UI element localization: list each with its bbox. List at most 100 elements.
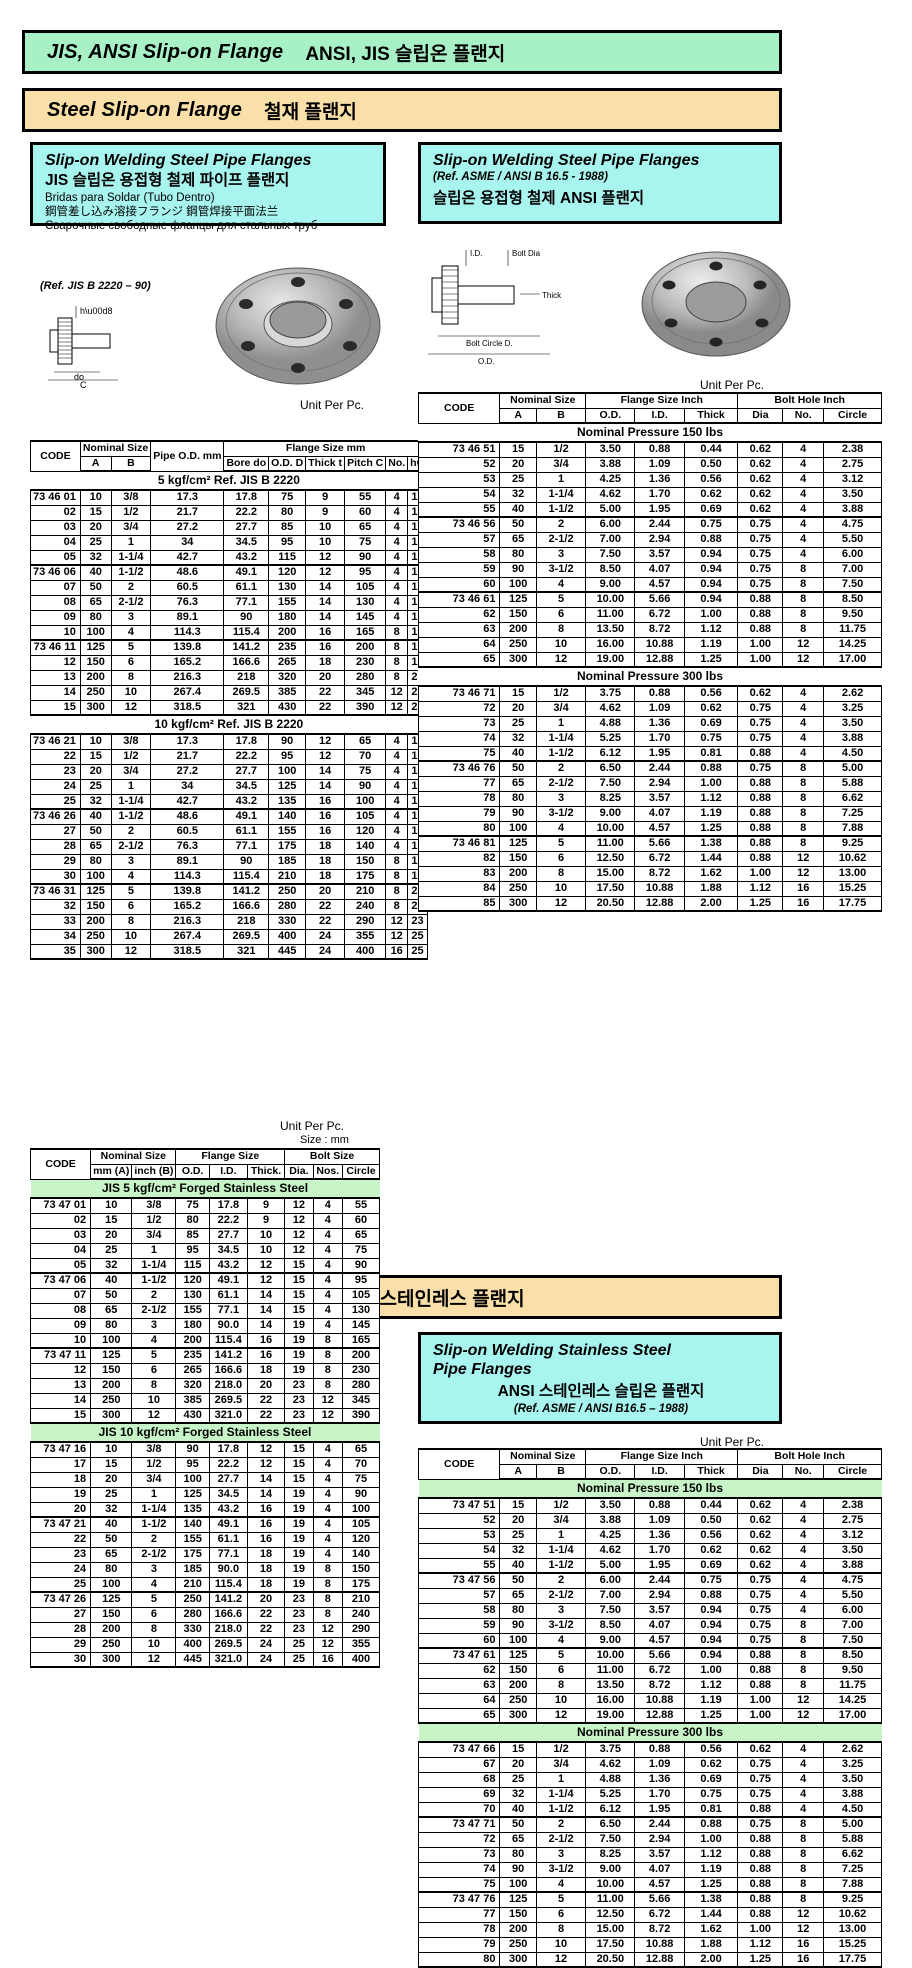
table-row[interactable]: 73 46 76 50 2 6.50 2.44 0.88 0.75 8 5.00	[417, 760, 882, 777]
table-row[interactable]: 75 100 4 10.00 4.57 1.25 0.88 8 7.88	[417, 1876, 882, 1893]
table-row[interactable]: 05 32 1-1/4 115 43.2 12 15 4 90	[29, 1257, 381, 1274]
table-row[interactable]: 33 200 8 216.3 218 330 22 290 12 23	[30, 913, 428, 930]
table-row[interactable]: 79 250 10 17.50 10.88 1.88 1.12 16 15.25	[417, 1936, 882, 1953]
table-row[interactable]: 13 200 8 320 218.0 20 23 8 280	[29, 1377, 381, 1394]
table-row[interactable]: 73 47 26 125 5 250 141.2 20 23 8 210	[29, 1591, 381, 1608]
table-row[interactable]: 03 20 3/4 85 27.7 10 12 4 65	[29, 1227, 381, 1244]
table-row[interactable]: 68 25 1 4.88 1.36 0.69 0.75 4 3.50	[417, 1771, 882, 1788]
table-row[interactable]: 73 47 16 10 3/8 90 17.8 12 15 4 65	[29, 1441, 381, 1458]
table-row[interactable]: 28 200 8 330 218.0 22 23 12 290	[29, 1621, 381, 1638]
table-row[interactable]: 78 80 3 8.25 3.57 1.12 0.88 8 6.62	[417, 790, 882, 807]
table-row[interactable]: 67 20 3/4 4.62 1.09 0.62 0.75 4 3.25	[417, 1756, 882, 1773]
table-row[interactable]: 59 90 3-1/2 8.50 4.07 0.94 0.75 8 7.00	[417, 561, 882, 578]
table-row[interactable]: 83 200 8 15.00 8.72 1.62 1.00 12 13.00	[417, 865, 882, 882]
table-row[interactable]: 73 47 51 15 1/2 3.50 0.88 0.44 0.62 4 2.38	[417, 1497, 882, 1514]
table-row[interactable]: 53 25 1 4.25 1.36 0.56 0.62 4 3.12	[417, 1527, 882, 1544]
table-row[interactable]: 73 47 61 125 5 10.00 5.66 0.94 0.88 8 8.50	[417, 1647, 882, 1664]
table-row[interactable]: 19 25 1 125 34.5 14 19 4 90	[29, 1486, 381, 1503]
table-row[interactable]: 12 150 6 265 166.6 18 19 8 230	[29, 1362, 381, 1379]
table-row[interactable]: 80 300 12 20.50 12.88 2.00 1.25 16 17.75	[417, 1951, 882, 1968]
table-row[interactable]: 73 46 61 125 5 10.00 5.66 0.94 0.88 8 8.50	[417, 591, 882, 608]
table-row[interactable]: 54 32 1-1/4 4.62 1.70 0.62 0.62 4 3.50	[417, 1542, 882, 1559]
table-row[interactable]: 23 65 2-1/2 175 77.1 18 19 4 140	[29, 1546, 381, 1563]
table-row[interactable]: 73 46 51 15 1/2 3.50 0.88 0.44 0.62 4 2.38	[417, 441, 882, 458]
table-row[interactable]: 07 50 2 130 61.1 14 15 4 105	[29, 1287, 381, 1304]
table-row[interactable]: 82 150 6 12.50 6.72 1.44 0.88 12 10.62	[417, 850, 882, 867]
table-row[interactable]: 14 250 10 385 269.5 22 23 12 345	[29, 1392, 381, 1409]
table-row[interactable]: 27 150 6 280 166.6 22 23 8 240	[29, 1606, 381, 1623]
table-row[interactable]: 09 80 3 180 90.0 14 19 4 145	[29, 1317, 381, 1334]
table-row[interactable]: 74 90 3-1/2 9.00 4.07 1.19 0.88 8 7.25	[417, 1861, 882, 1878]
table-row[interactable]: 60 100 4 9.00 4.57 0.94 0.75 8 7.50	[417, 576, 882, 593]
table-row[interactable]: 08 65 2-1/2 155 77.1 14 15 4 130	[29, 1302, 381, 1319]
table-row[interactable]: 65 300 12 19.00 12.88 1.25 1.00 12 17.00	[417, 651, 882, 668]
table-row[interactable]: 72 65 2-1/2 7.50 2.94 1.00 0.88 8 5.88	[417, 1831, 882, 1848]
table-row[interactable]: 73 47 21 40 1-1/2 140 49.1 16 19 4 105	[29, 1516, 381, 1533]
table-row[interactable]: 18 20 3/4 100 27.7 14 15 4 75	[29, 1471, 381, 1488]
table-row[interactable]: 15 300 12 430 321.0 22 23 12 390	[29, 1407, 381, 1424]
table-row[interactable]: 73 47 01 10 3/8 75 17.8 9 12 4 55	[29, 1197, 381, 1214]
table-row[interactable]: 53 25 1 4.25 1.36 0.56 0.62 4 3.12	[417, 471, 882, 488]
table-row[interactable]: 77 65 2-1/2 7.50 2.94 1.00 0.88 8 5.88	[417, 775, 882, 792]
table-row[interactable]: 30 300 12 445 321.0 24 25 16 400	[29, 1651, 381, 1668]
table-row[interactable]: 20 32 1-1/4 135 43.2 16 19 4 100	[29, 1501, 381, 1518]
table-row[interactable]: 60 100 4 9.00 4.57 0.94 0.75 8 7.50	[417, 1632, 882, 1649]
table-row[interactable]: 55 40 1-1/2 5.00 1.95 0.69 0.62 4 3.88	[417, 1557, 882, 1574]
table-row[interactable]: 62 150 6 11.00 6.72 1.00 0.88 8 9.50	[417, 606, 882, 623]
table-row[interactable]: 62 150 6 11.00 6.72 1.00 0.88 8 9.50	[417, 1662, 882, 1679]
table-row[interactable]: 64 250 10 16.00 10.88 1.19 1.00 12 14.25	[417, 636, 882, 653]
table-row[interactable]: 58 80 3 7.50 3.57 0.94 0.75 4 6.00	[417, 1602, 882, 1619]
table-row[interactable]: 75 40 1-1/2 6.12 1.95 0.81 0.88 4 4.50	[417, 745, 882, 762]
table-row[interactable]: 64 250 10 16.00 10.88 1.19 1.00 12 14.25	[417, 1692, 882, 1709]
table-row[interactable]: 24 80 3 185 90.0 18 19 8 150	[29, 1561, 381, 1578]
table-row[interactable]: 73 47 56 50 2 6.00 2.44 0.75 0.75 4 4.75	[417, 1572, 882, 1589]
table-row[interactable]: 52 20 3/4 3.88 1.09 0.50 0.62 4 2.75	[417, 456, 882, 473]
table-row[interactable]: 73 46 56 50 2 6.00 2.44 0.75 0.75 4 4.75	[417, 516, 882, 533]
table-row[interactable]: 73 25 1 4.88 1.36 0.69 0.75 4 3.50	[417, 715, 882, 732]
table-row[interactable]: 58 80 3 7.50 3.57 0.94 0.75 4 6.00	[417, 546, 882, 563]
table-row[interactable]: 79 90 3-1/2 9.00 4.07 1.19 0.88 8 7.25	[417, 805, 882, 822]
table-row[interactable]: 17 15 1/2 95 22.2 12 15 4 70	[29, 1456, 381, 1473]
table-row[interactable]: 10 100 4 200 115.4 16 19 8 165	[29, 1332, 381, 1349]
table-row[interactable]: 55 40 1-1/2 5.00 1.95 0.69 0.62 4 3.88	[417, 501, 882, 518]
table-row[interactable]: 59 90 3-1/2 8.50 4.07 0.94 0.75 8 7.00	[417, 1617, 882, 1634]
table-row[interactable]: 72 20 3/4 4.62 1.09 0.62 0.75 4 3.25	[417, 700, 882, 717]
table-row[interactable]: 63 200 8 13.50 8.72 1.12 0.88 8 11.75	[417, 621, 882, 638]
table-row[interactable]: 85 300 12 20.50 12.88 2.00 1.25 16 17.75	[417, 895, 882, 912]
table-row[interactable]: 73 47 11 125 5 235 141.2 16 19 8 200	[29, 1347, 381, 1364]
table-row[interactable]: 73 47 76 125 5 11.00 5.66 1.38 0.88 8 9.25	[417, 1891, 882, 1908]
table-row[interactable]: 04 25 1 95 34.5 10 12 4 75	[29, 1242, 381, 1259]
table-row[interactable]: 80 100 4 10.00 4.57 1.25 0.88 8 7.88	[417, 820, 882, 837]
table-row[interactable]: 34 250 10 267.4 269.5 400 24 355 12 25	[30, 928, 428, 945]
table-row[interactable]: 57 65 2-1/2 7.00 2.94 0.88 0.75 4 5.50	[417, 1587, 882, 1604]
table-row[interactable]: 73 47 71 50 2 6.50 2.44 0.88 0.75 8 5.00	[417, 1816, 882, 1833]
table-row[interactable]: 25 100 4 210 115.4 18 19 8 175	[29, 1576, 381, 1593]
table-row[interactable]: 74 32 1-1/4 5.25 1.70 0.75 0.75 4 3.88	[417, 730, 882, 747]
table-row[interactable]: 77 150 6 12.50 6.72 1.44 0.88 12 10.62	[417, 1906, 882, 1923]
table-row[interactable]: 02 15 1/2 80 22.2 9 12 4 60	[29, 1212, 381, 1229]
table-row[interactable]: 54 32 1-1/4 4.62 1.70 0.62 0.62 4 3.50	[417, 486, 882, 503]
table-row[interactable]: 65 300 12 19.00 12.88 1.25 1.00 12 17.00	[417, 1707, 882, 1724]
table-row[interactable]: 78 200 8 15.00 8.72 1.62 1.00 12 13.00	[417, 1921, 882, 1938]
